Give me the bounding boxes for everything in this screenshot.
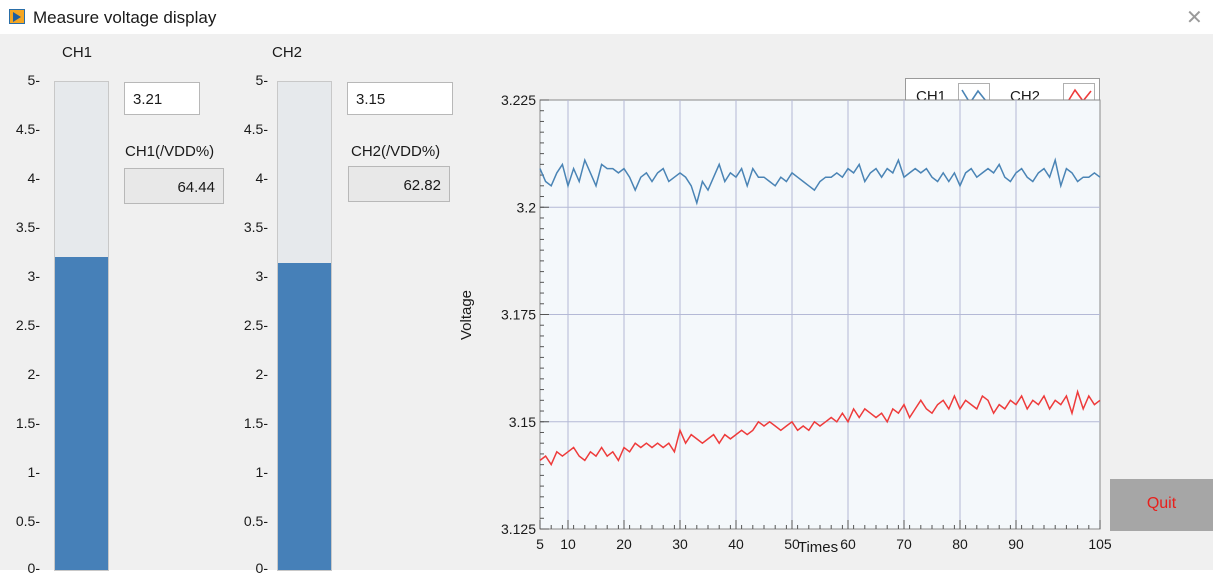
x-tick-label: 5 [536,536,544,552]
ch1-tick: 3- [27,268,40,284]
ch1-tick: 1.5- [15,415,40,431]
ch2-tick: 0.5- [243,513,268,529]
y-tick-label: 3.15 [509,414,536,430]
ch1-tick: 2- [27,366,40,382]
ch1-series-line [539,157,1101,206]
ch2-series-line [539,389,1101,467]
ch1-tank[interactable] [54,81,109,571]
ch2-value-display[interactable]: 3.15 [347,82,453,115]
x-tick-label: 40 [728,536,744,552]
ch2-tick: 4.5- [243,121,268,137]
chart-series [539,157,1101,467]
ch2-line-sample-icon [1066,88,1092,104]
ch1-tick: 5- [27,72,40,88]
title-bar: Measure voltage display ✕ [0,0,1213,34]
quit-button[interactable]: Quit [1110,479,1213,531]
x-tick-labels: 5 10 20 30 40 50 60 70 80 90 105 [536,536,1112,552]
ch2-tank-label: CH2 [272,44,303,61]
x-tick-label: 20 [616,536,632,552]
ch1-tick: 1- [27,464,40,480]
ch1-pct-label: CH1(/VDD%) [125,143,215,160]
ch2-pct-label: CH2(/VDD%) [351,143,441,160]
ch1-tick: 4.5- [15,121,40,137]
x-axis-label: Times [798,539,838,556]
front-panel: CH1 5- 4.5- 4- 3.5- 3- 2.5- 2- 1.5- 1- 0… [0,34,1213,576]
y-tick-label: 3.2 [517,199,537,215]
ch2-tick: 3- [255,268,268,284]
y-tick-label: 3.175 [501,307,536,323]
ch2-tank-fill [278,262,331,570]
y-tick-label: 3.125 [501,521,536,537]
x-tick-label: 70 [896,536,912,552]
close-icon[interactable]: ✕ [1186,7,1203,29]
x-tick-label: 90 [1008,536,1024,552]
chart-minor-ticks [539,99,1101,530]
ch1-tank-fill [55,256,108,570]
waveform-chart: 5 10 20 30 40 50 60 70 80 90 105 3.225 3.2 3.175 3.15… [458,92,1112,556]
x-tick-label: 10 [560,536,576,552]
ch2-tick: 5- [255,72,268,88]
ch2-tick: 1- [255,464,268,480]
x-tick-label: 105 [1088,536,1112,552]
x-tick-label: 60 [840,536,856,552]
chart-grid [540,100,1100,529]
ch1-tick: 3.5- [15,219,40,235]
x-tick-label: 50 [784,536,800,552]
ch1-tank-label: CH1 [62,44,93,61]
ch1-tick: 4- [27,170,40,186]
ch2-tick: 4- [255,170,268,186]
y-axis-label: Voltage [458,290,475,340]
ch2-pct-display: 62.82 [348,166,450,202]
ch1-pct-display: 64.44 [124,168,224,204]
ch2-tick: 2- [255,366,268,382]
ch2-tank[interactable] [277,81,332,571]
window-title: Measure voltage display [33,8,217,27]
ch1-tick: 0.5- [15,513,40,529]
ch2-tick: 3.5- [243,219,268,235]
ch2-tick: 1.5- [243,415,268,431]
x-tick-label: 30 [672,536,688,552]
app-icon [9,9,25,24]
y-tick-label: 3.225 [501,92,536,108]
ch1-tick: 2.5- [15,317,40,333]
y-tick-labels: 3.225 3.2 3.175 3.15 3.125 [501,92,536,537]
ch1-line-sample-icon [961,89,987,105]
ch1-value-display[interactable]: 3.21 [124,82,200,115]
ch2-tick: 2.5- [243,317,268,333]
x-tick-label: 80 [952,536,968,552]
